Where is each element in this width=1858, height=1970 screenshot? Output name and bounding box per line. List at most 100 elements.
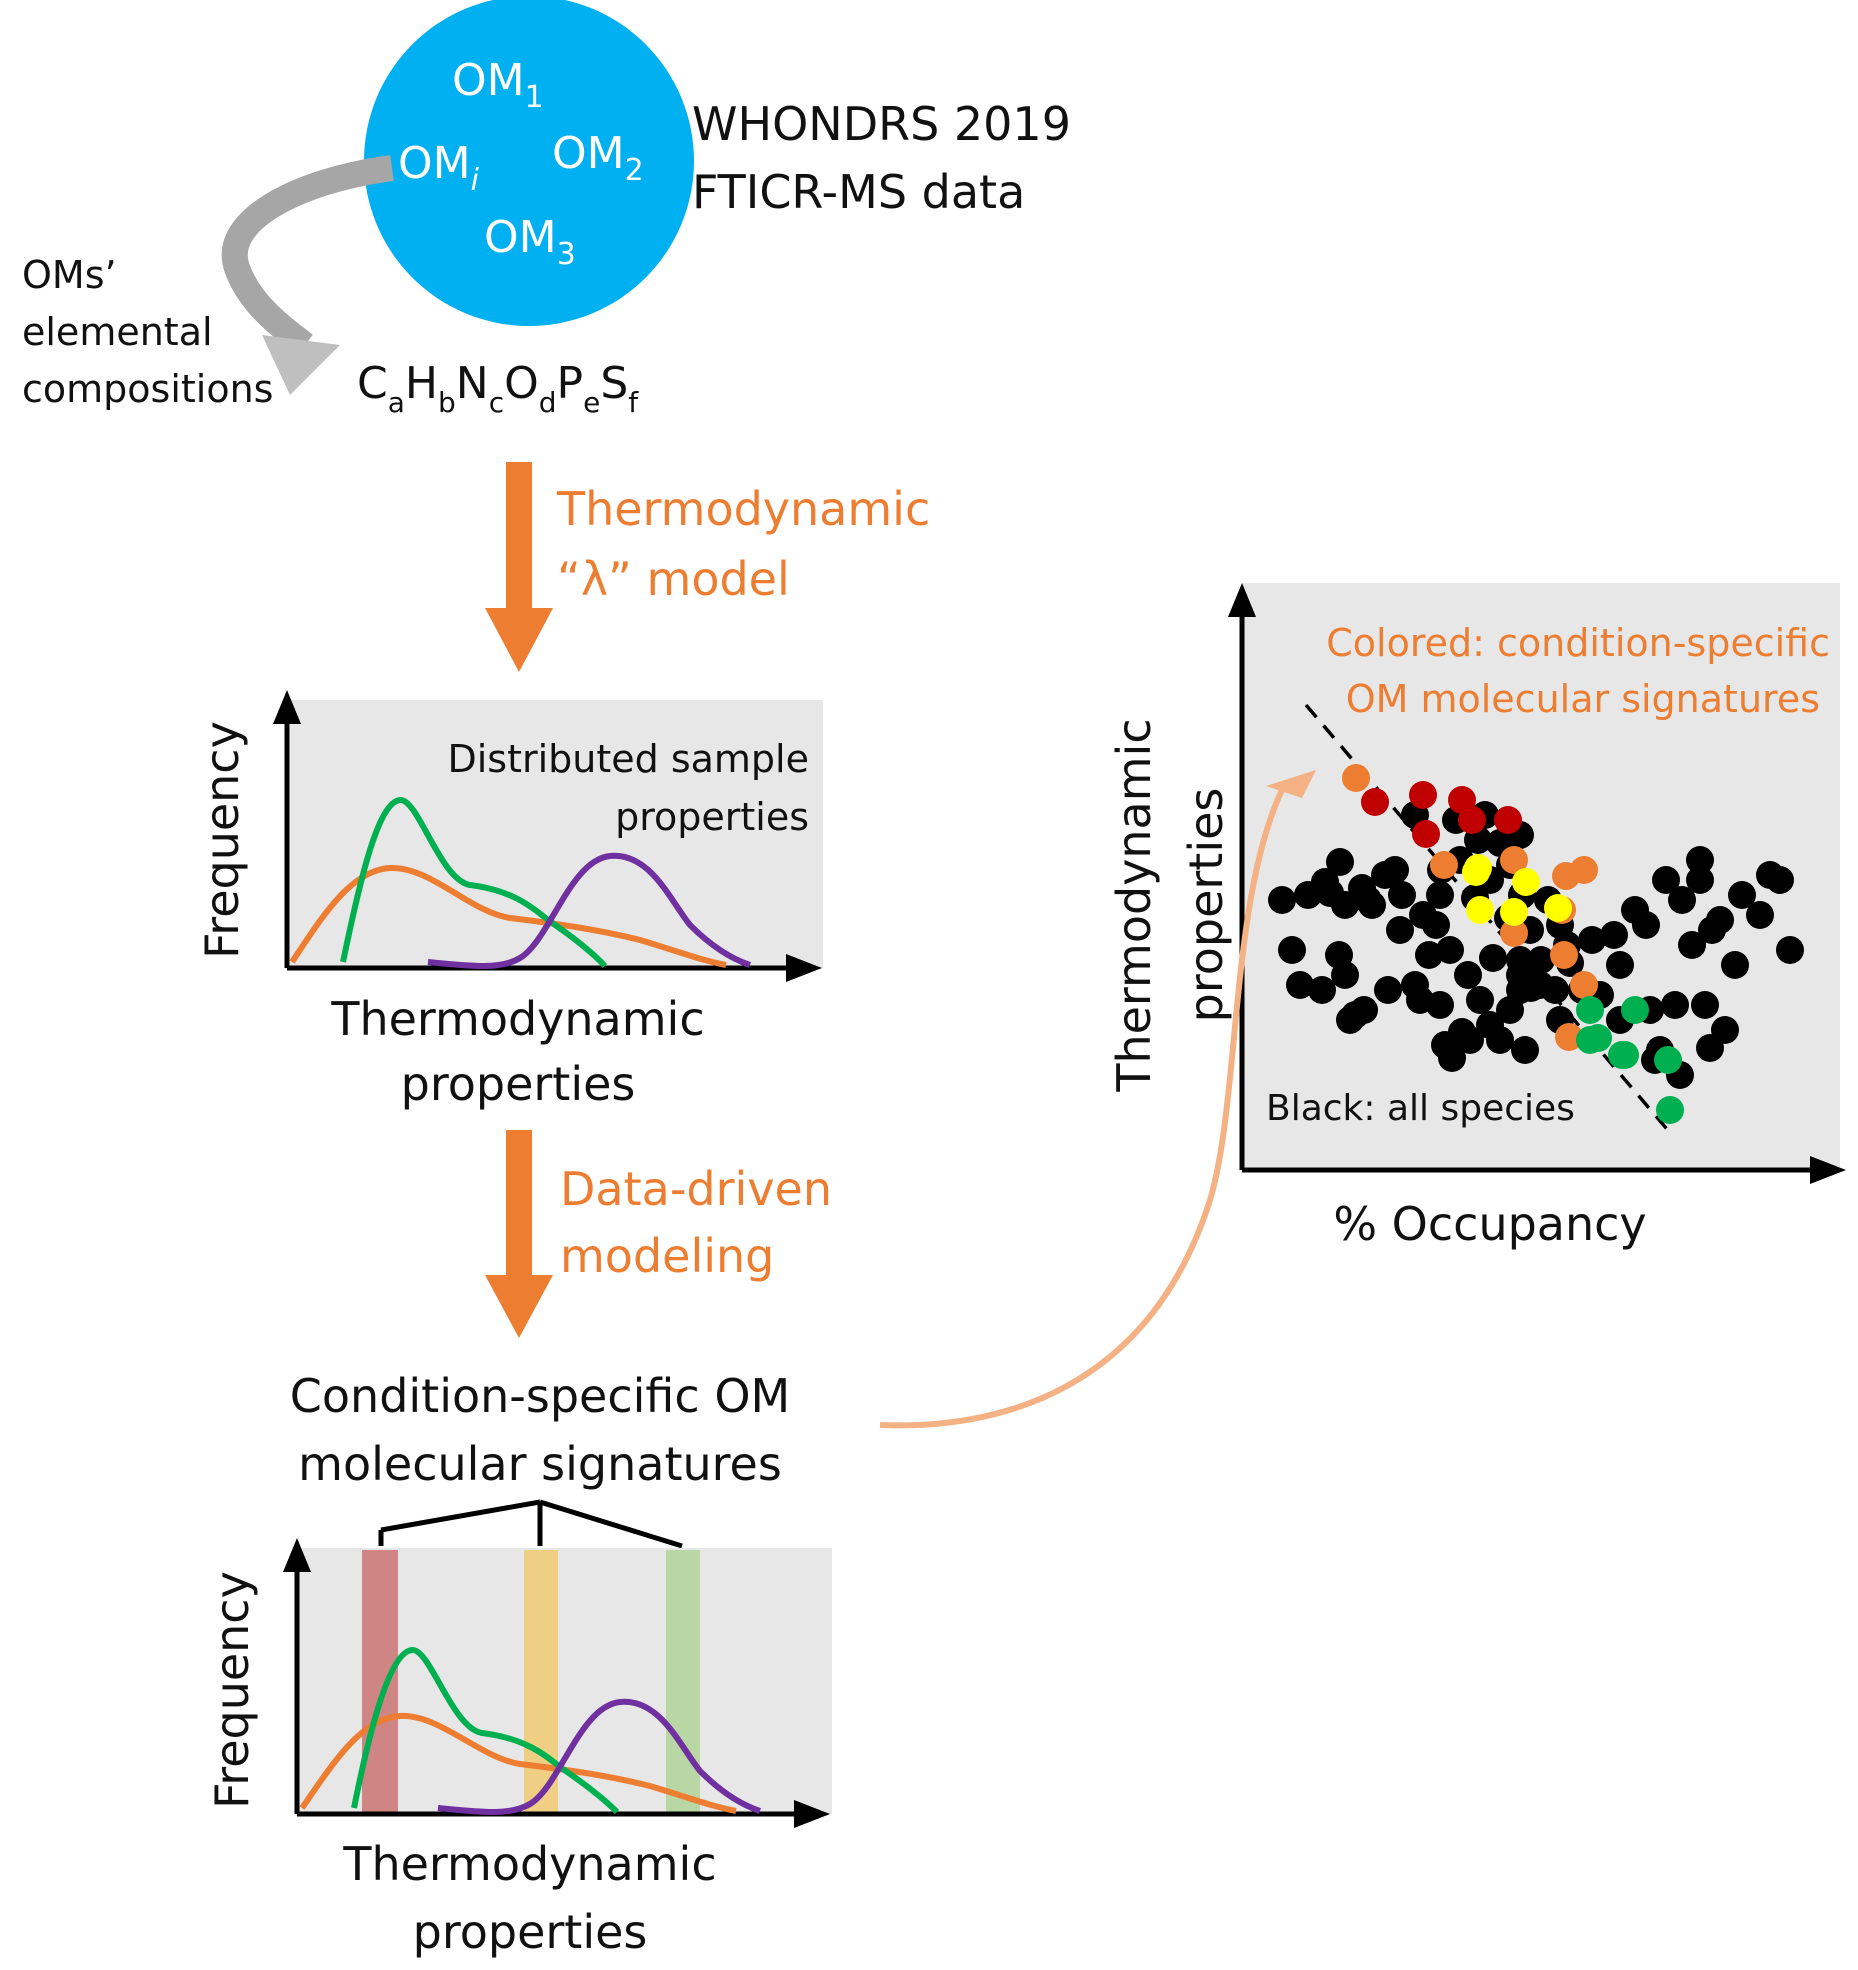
step-arrow-2 <box>485 1130 553 1338</box>
scatter-plot: Colored: condition-specific OM molecular… <box>1107 583 1846 1251</box>
scatter-dot <box>1570 971 1598 999</box>
signatures-label-line1: Condition-specific OM <box>290 1369 790 1423</box>
scatter-dot <box>1409 781 1437 809</box>
scatter-dot <box>1426 881 1454 909</box>
elemental-formula: CaHbNcOdPeSf <box>357 358 639 419</box>
scatter-dot <box>1668 886 1696 914</box>
plot1-annotation-line1: Distributed sample <box>447 737 809 781</box>
plot2-green-curve <box>351 1647 620 1815</box>
scatter-dot <box>1576 996 1604 1024</box>
scatter-dot <box>1476 1011 1504 1039</box>
scatter-dot <box>1448 786 1476 814</box>
plot2-orange-curve <box>299 1712 737 1814</box>
scatter-dot <box>1776 936 1804 964</box>
peach-connector-arrow <box>879 770 1316 1429</box>
scatter-dot <box>1286 971 1314 999</box>
scatter-dot <box>1621 996 1649 1024</box>
om-pool-circle <box>364 0 694 326</box>
scatter-dot <box>1500 898 1528 926</box>
scatter-dot <box>1308 976 1336 1004</box>
band-green <box>666 1550 700 1812</box>
plot2-ylabel: Frequency <box>205 1571 259 1809</box>
scatter-dot <box>1608 1041 1636 1069</box>
scatter-dot <box>1479 944 1507 972</box>
distribution-plot: Distributed sample properties Frequency … <box>195 690 823 1111</box>
scatter-ylabel-line2: properties <box>1179 788 1233 1023</box>
om-i-label: OMi <box>398 138 480 198</box>
scatter-legend-colored-line1: Colored: condition-specific <box>1326 621 1830 665</box>
scatter-dot <box>1462 858 1490 886</box>
scatter-dot <box>1766 866 1794 894</box>
scatter-dot <box>1652 866 1680 894</box>
scatter-dot <box>1691 991 1719 1019</box>
scatter-dot <box>1438 1044 1466 1072</box>
scatter-background <box>1242 583 1840 1169</box>
plot1-orange-curve <box>289 864 727 968</box>
scatter-dot <box>1268 886 1296 914</box>
scatter-dot <box>1576 1026 1604 1054</box>
step-1-line2: “λ” model <box>557 552 790 606</box>
side-label-line2: elemental <box>22 310 213 354</box>
scatter-dot <box>1422 911 1450 939</box>
scatter-dot <box>1746 901 1774 929</box>
scatter-dot <box>1454 961 1482 989</box>
scatter-dot <box>1678 931 1706 959</box>
plot1-xlabel-line1: Thermodynamic <box>330 992 704 1046</box>
scatter-dot <box>1526 971 1554 999</box>
scatter-dot <box>1656 1096 1684 1124</box>
scatter-dot <box>1570 856 1598 884</box>
scatter-dot <box>1512 868 1540 896</box>
scatter-dot <box>1606 951 1634 979</box>
plot1-purple-curve <box>427 852 751 969</box>
plot1-xlabel-line2: properties <box>401 1057 636 1111</box>
scatter-dot <box>1600 921 1628 949</box>
scatter-dot <box>1374 976 1402 1004</box>
scatter-dot <box>1466 896 1494 924</box>
scatter-xlabel: % Occupancy <box>1333 1197 1646 1251</box>
scatter-dot <box>1706 906 1734 934</box>
scatter-dot <box>1342 764 1370 792</box>
scatter-dot <box>1728 881 1756 909</box>
scatter-dot <box>1361 788 1389 816</box>
scatter-dot <box>1500 919 1528 947</box>
plot2-xlabel-line1: Thermodynamic <box>342 1837 716 1891</box>
scatter-dot <box>1654 1046 1682 1074</box>
signature-plot: Frequency Thermodynamic properties <box>205 1538 832 1959</box>
scatter-dot <box>1415 941 1443 969</box>
om-3-label: OM3 <box>484 212 576 272</box>
scatter-dot <box>1331 961 1359 989</box>
step-2-line2: modeling <box>560 1229 774 1283</box>
scatter-dot <box>1544 894 1572 922</box>
plot1-annotation-line2: properties <box>615 795 809 839</box>
om-1-label: OM1 <box>452 55 544 115</box>
scatter-dot <box>1494 806 1522 834</box>
scatter-dots <box>1268 764 1804 1124</box>
side-label-line1: OMs’ <box>22 253 117 297</box>
scatter-dot <box>1661 991 1689 1019</box>
scatter-dot <box>1686 846 1714 874</box>
scatter-legend-black: Black: all species <box>1266 1088 1575 1129</box>
scatter-dot <box>1331 891 1359 919</box>
scatter-dot <box>1511 1036 1539 1064</box>
scatter-dot <box>1278 936 1306 964</box>
om-2-label: OM2 <box>552 128 644 188</box>
scatter-dot <box>1426 991 1454 1019</box>
scatter-dot <box>1456 1026 1484 1054</box>
scatter-dot <box>1358 891 1386 919</box>
scatter-dot <box>1326 848 1354 876</box>
scatter-ylabel-line1: Thermodynamic <box>1107 718 1161 1092</box>
plot2-xlabel-line2: properties <box>413 1905 648 1959</box>
scatter-dot <box>1696 1034 1724 1062</box>
dataset-title: WHONDRS 2019 <box>692 97 1071 151</box>
plot1-ylabel: Frequency <box>195 721 249 959</box>
signatures-label-line2: molecular signatures <box>298 1437 782 1491</box>
scatter-dot <box>1466 986 1494 1014</box>
scatter-dot <box>1527 946 1555 974</box>
scatter-dot <box>1721 951 1749 979</box>
scatter-dot <box>1412 820 1440 848</box>
scatter-dot <box>1578 926 1606 954</box>
step-1-line1: Thermodynamic <box>556 482 930 536</box>
scatter-dot <box>1311 868 1339 896</box>
scatter-dot <box>1500 846 1528 874</box>
